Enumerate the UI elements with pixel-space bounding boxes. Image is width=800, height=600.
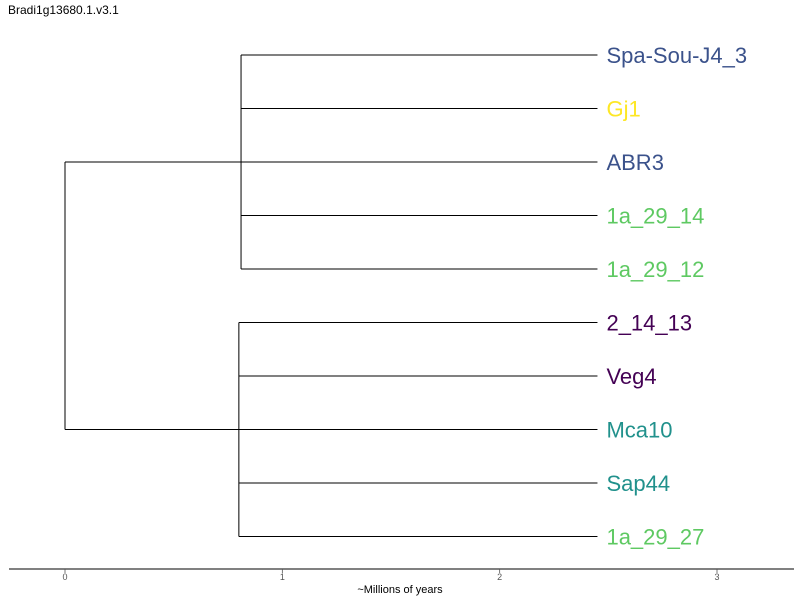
leaf-label: ABR3 [606, 150, 663, 175]
axis-tick-label: 3 [714, 572, 719, 582]
page-title: Bradi1g13680.1.v3.1 [8, 3, 119, 17]
axis-tick-label: 2 [497, 572, 502, 582]
axis-tick-label: 0 [62, 572, 67, 582]
axis-tick-label: 1 [280, 572, 285, 582]
tree-branches [64, 54, 598, 537]
leaf-label: Sap44 [606, 471, 670, 496]
axis-label: ~Millions of years [357, 584, 443, 596]
leaf-label: Veg4 [606, 364, 656, 389]
leaf-label: 2_14_13 [606, 311, 692, 336]
leaf-label: Spa-Sou-J4_3 [606, 43, 747, 68]
axis-ticks: 0 1 2 3 [62, 569, 720, 582]
time-axis: 0 1 2 3 ~Millions of years [9, 568, 794, 596]
leaf-label: 1a_29_12 [606, 257, 704, 282]
leaf-label: Mca10 [606, 418, 672, 443]
leaf-label: Gj1 [606, 97, 640, 122]
leaf-labels: Spa-Sou-J4_3 Gj1 ABR3 1a_29_14 1a_29_12 2_14_… [606, 43, 747, 550]
leaf-label: 1a_29_14 [606, 204, 704, 229]
leaf-label: 1a_29_27 [606, 525, 704, 550]
